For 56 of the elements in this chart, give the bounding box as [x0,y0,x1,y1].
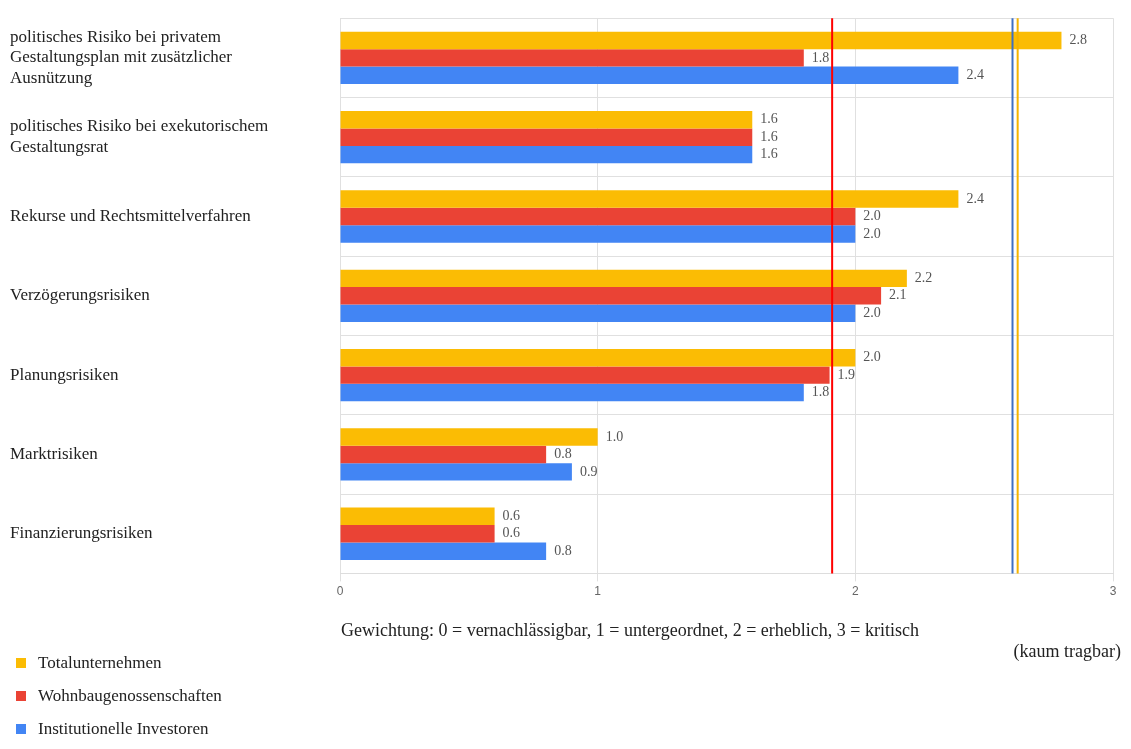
bar [340,128,753,146]
data-label: 1.9 [837,366,856,382]
data-label: 0.8 [554,446,572,462]
data-label: 2.0 [863,304,881,320]
y-tick-label: Marktrisiken [10,443,99,463]
bar [340,383,804,402]
bar [340,207,856,226]
bar [340,145,753,164]
data-label: 1.8 [811,49,830,65]
bar [340,287,882,305]
data-label: 0.8 [554,542,572,558]
data-label: 2.8 [1069,32,1087,48]
bar [340,445,547,464]
bar [340,366,830,384]
bar [340,348,856,367]
bar [340,66,959,85]
x-tick-label: 2 [851,583,859,598]
legend-label: Totalunternehmen [38,652,162,673]
x-tick-label: 0 [336,583,344,598]
y-tick-label: Finanzierungsrisiken [10,523,154,543]
legend-label: Institutionelle Investoren [38,718,209,739]
bar [340,111,753,129]
data-label: 2.0 [863,225,881,241]
bar [340,190,959,208]
y-tick-label: Planungsrisiken [10,364,120,384]
y-tick-label: Verzögerungsrisiken [10,285,151,305]
data-label: 2.0 [863,208,881,224]
legend-label: Wohnbaugenossenschaften [38,685,222,706]
bar [340,269,907,288]
bar [340,542,547,560]
data-label: 2.4 [966,66,984,82]
data-label: 1.6 [760,111,778,127]
data-label: 0.9 [579,463,598,479]
y-tick-label: politisches Risiko bei privatem Gestaltungsplan mit zusätzlicher Ausnützung [10,26,233,87]
data-label: 2.2 [914,270,933,286]
bar [340,507,495,526]
data-label: 2.4 [966,190,984,206]
data-label: 2.1 [889,287,907,303]
x-tick-label: 3 [1109,583,1117,598]
bar [340,304,856,322]
data-label: 1.6 [760,146,778,162]
data-label: 1.8 [811,384,830,400]
bar [340,428,598,446]
bar [340,525,495,543]
y-tick-label: Rekurse und Rechtsmittelverfahren [10,205,252,225]
data-label: 0.6 [502,525,521,541]
data-label: 0.6 [502,507,521,523]
data-label: 2.0 [863,349,881,365]
bar [340,463,572,481]
x-tick-label: 1 [594,583,602,598]
text: Gewichtung: 0 = vernachlässigbar, 1 = untergeordnet, 2 = erheblich, 3 = kritisch (kaum tragbar) [341,620,1121,661]
data-label: 1.0 [605,428,624,444]
bar [340,49,804,67]
data-label: 1.6 [760,128,778,144]
bar [340,225,856,243]
y-tick-label: politisches Risiko bei exekutorischem Gestaltungsrat [10,116,269,156]
